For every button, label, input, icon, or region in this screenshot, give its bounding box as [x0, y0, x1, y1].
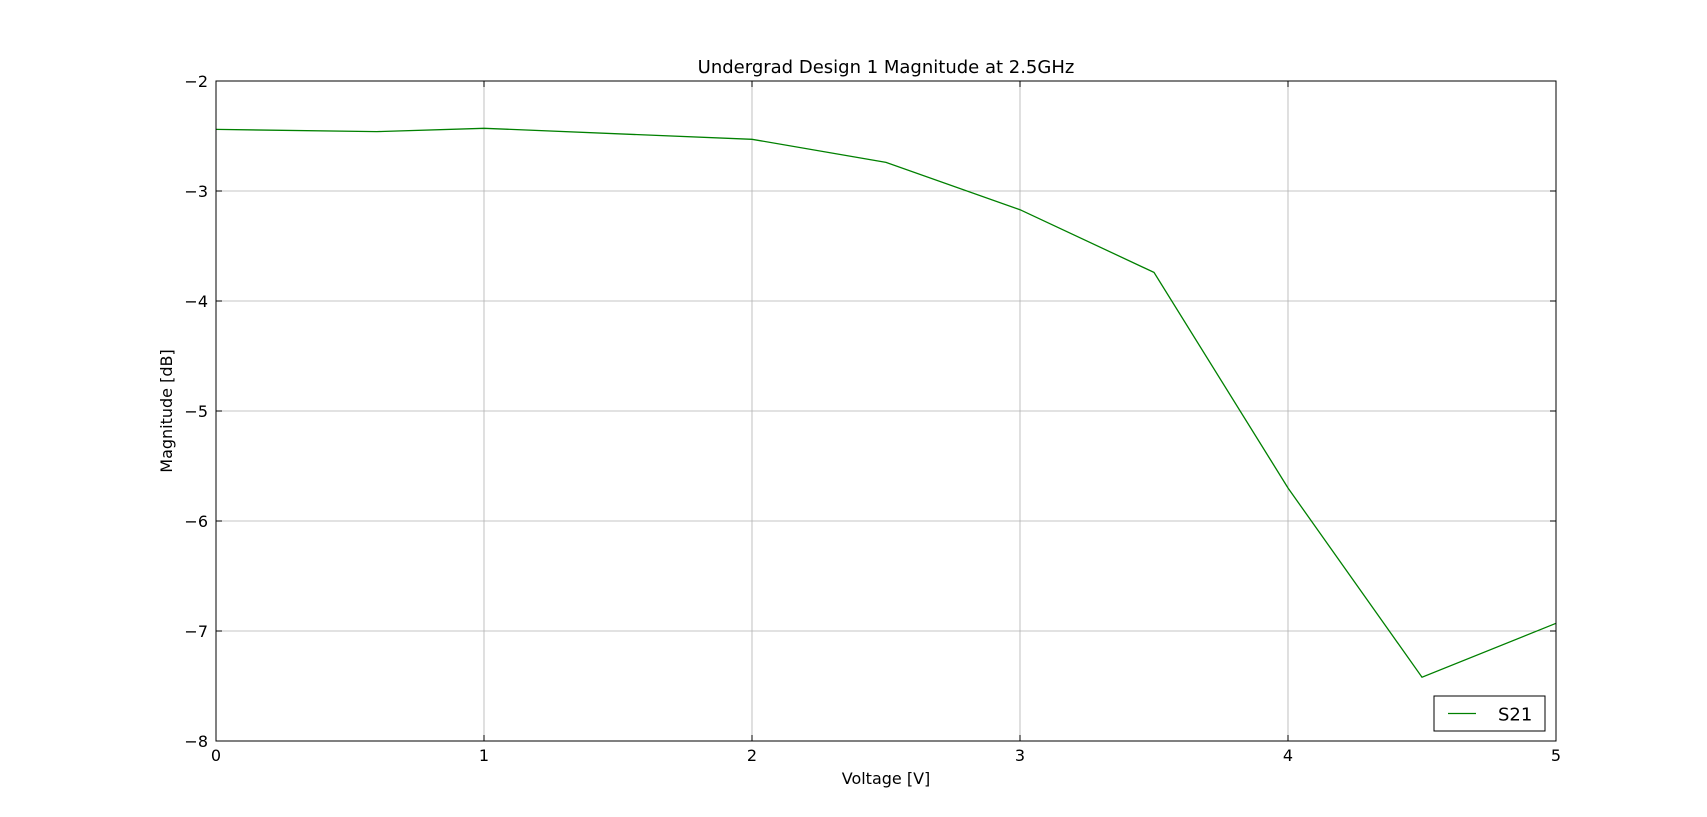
series-layer	[215, 127, 1557, 678]
x-tick-label: 1	[479, 746, 489, 765]
tick-labels: 0 1 2 3 4 5 −8 −7 −6 −5 −4 −3 −2	[184, 72, 1561, 765]
y-tick-label: −2	[184, 72, 208, 91]
x-axis-label: Voltage [V]	[842, 769, 931, 788]
x-tick-label: 0	[211, 746, 221, 765]
x-tick-label: 4	[1283, 746, 1293, 765]
x-tick-label: 5	[1551, 746, 1561, 765]
chart-title: Undergrad Design 1 Magnitude at 2.5GHz	[698, 57, 1075, 78]
legend: S21	[1433, 695, 1546, 732]
legend-label-s21: S21	[1498, 705, 1532, 726]
y-tick-label: −6	[184, 512, 208, 531]
y-tick-label: −7	[184, 622, 208, 641]
tick-marks	[215, 80, 1557, 742]
y-tick-label: −4	[184, 292, 208, 311]
x-tick-label: 2	[747, 746, 757, 765]
series-line-s21	[215, 127, 1557, 678]
y-tick-label: −5	[184, 402, 208, 421]
y-axis-label: Magnitude [dB]	[157, 349, 176, 472]
y-tick-label: −8	[184, 732, 208, 751]
x-tick-label: 3	[1015, 746, 1025, 765]
y-tick-label: −3	[184, 182, 208, 201]
